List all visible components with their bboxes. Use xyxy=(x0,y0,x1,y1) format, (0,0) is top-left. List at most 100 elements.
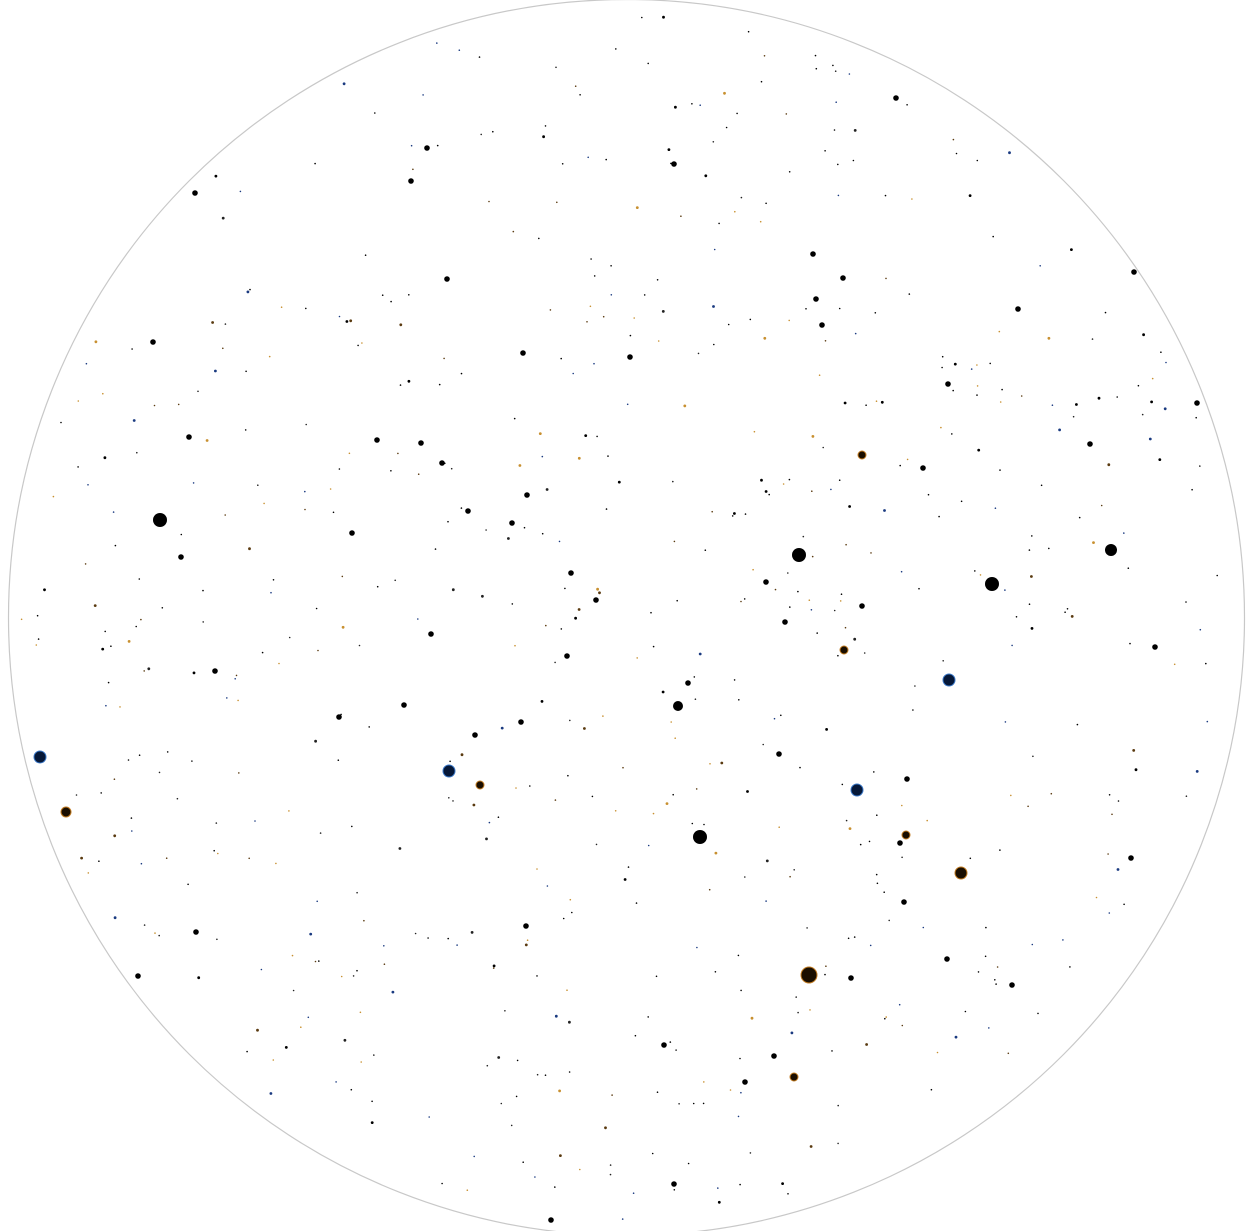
star xyxy=(809,1009,811,1011)
star xyxy=(678,1103,680,1105)
star xyxy=(1032,755,1034,758)
star xyxy=(1030,627,1034,630)
star xyxy=(1091,338,1094,340)
star xyxy=(833,609,836,612)
star xyxy=(747,30,750,33)
star xyxy=(650,611,652,614)
star xyxy=(854,332,857,335)
star xyxy=(918,587,920,590)
star xyxy=(610,265,612,267)
star xyxy=(702,1102,705,1105)
star xyxy=(847,937,850,940)
star xyxy=(564,653,570,659)
star xyxy=(1195,770,1199,773)
star xyxy=(1100,504,1103,507)
star xyxy=(192,482,195,484)
star xyxy=(541,455,544,458)
star xyxy=(554,799,557,801)
star xyxy=(444,276,450,282)
star xyxy=(1058,428,1061,432)
star xyxy=(511,603,514,605)
star xyxy=(166,751,169,753)
star xyxy=(452,800,454,802)
star xyxy=(349,530,355,536)
star xyxy=(1020,395,1023,397)
star xyxy=(713,343,715,346)
star xyxy=(984,955,987,958)
star xyxy=(627,354,633,360)
star xyxy=(401,702,407,708)
star xyxy=(318,960,320,962)
star xyxy=(260,968,263,971)
star xyxy=(788,319,790,322)
star xyxy=(488,821,491,824)
star xyxy=(500,726,504,730)
star xyxy=(703,1081,705,1083)
star xyxy=(621,1218,624,1220)
star xyxy=(669,1041,672,1043)
star xyxy=(848,827,852,830)
star xyxy=(87,484,89,486)
star xyxy=(1001,388,1003,391)
star xyxy=(674,737,676,739)
star xyxy=(1051,404,1054,407)
star xyxy=(478,56,481,58)
star xyxy=(119,706,121,708)
star xyxy=(760,478,763,482)
star xyxy=(711,510,713,513)
star xyxy=(180,533,183,536)
star xyxy=(953,362,957,366)
star xyxy=(845,819,848,822)
star xyxy=(661,310,665,313)
star xyxy=(609,1164,612,1166)
star xyxy=(336,714,342,720)
star xyxy=(813,296,819,302)
star xyxy=(868,840,871,843)
star xyxy=(87,872,90,874)
star xyxy=(1009,982,1015,988)
star xyxy=(1087,441,1093,447)
star xyxy=(1069,966,1071,968)
star xyxy=(284,1046,288,1049)
star xyxy=(193,929,199,935)
star xyxy=(441,1182,443,1185)
star xyxy=(187,883,189,886)
star xyxy=(368,726,371,728)
star xyxy=(424,145,430,151)
star xyxy=(127,759,130,761)
star xyxy=(560,628,563,630)
star xyxy=(976,394,978,396)
star xyxy=(614,810,617,812)
star xyxy=(605,508,608,510)
star xyxy=(488,200,490,203)
star xyxy=(214,369,217,373)
star xyxy=(268,355,271,358)
star xyxy=(634,1034,637,1037)
star xyxy=(651,1152,654,1155)
star xyxy=(845,543,847,546)
star xyxy=(342,82,346,86)
star xyxy=(442,764,456,778)
star xyxy=(408,294,410,296)
star xyxy=(830,488,832,491)
star xyxy=(942,673,956,687)
star xyxy=(350,1088,353,1091)
star xyxy=(314,162,316,165)
star xyxy=(340,975,343,978)
star xyxy=(1129,642,1131,645)
star xyxy=(536,975,538,977)
star xyxy=(837,1142,839,1145)
star xyxy=(522,1161,524,1163)
star xyxy=(352,975,355,977)
star xyxy=(1030,575,1033,578)
star xyxy=(1185,795,1188,797)
star xyxy=(1039,265,1041,267)
star xyxy=(485,837,488,841)
star xyxy=(1011,644,1013,647)
star xyxy=(1160,351,1162,354)
star xyxy=(391,990,395,994)
star xyxy=(568,1020,571,1024)
star xyxy=(524,492,530,498)
star xyxy=(885,277,887,280)
star xyxy=(450,467,453,470)
